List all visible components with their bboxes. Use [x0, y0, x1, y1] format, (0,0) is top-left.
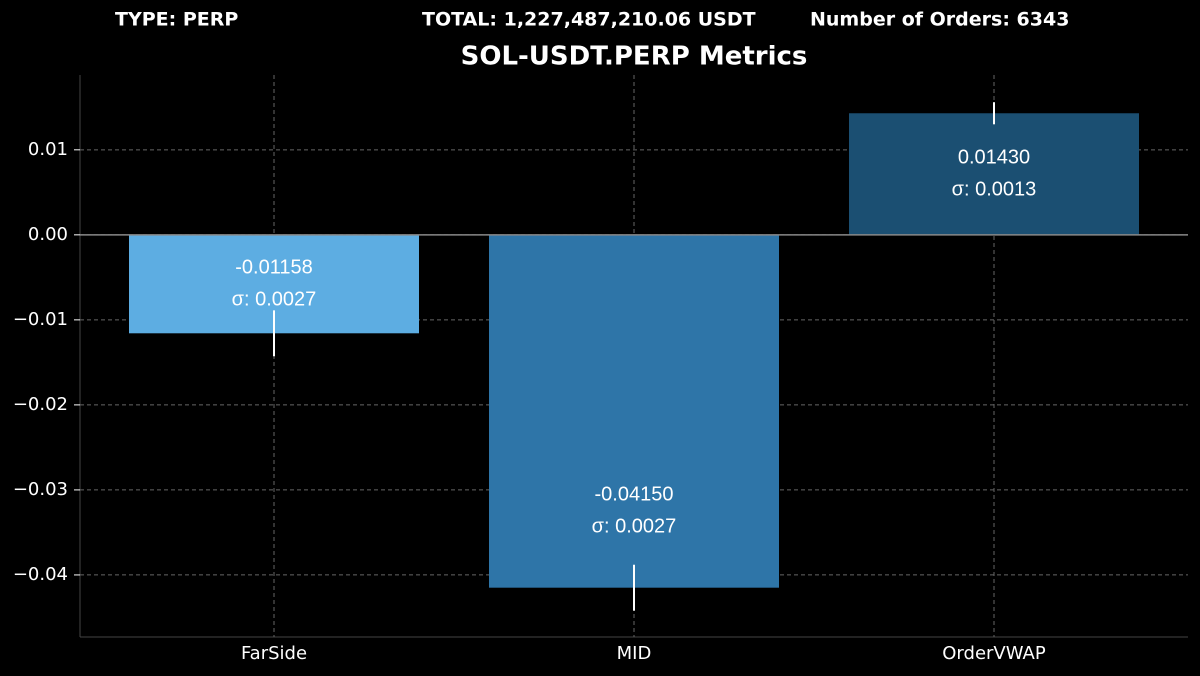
bar — [849, 113, 1139, 235]
y-tick-label: −0.02 — [13, 394, 68, 415]
y-tick-label: −0.03 — [13, 479, 68, 500]
header-total: TOTAL: 1,227,487,210.06 USDT — [422, 9, 756, 31]
header-type: TYPE: PERP — [115, 9, 238, 31]
value-label: -0.01158 — [235, 256, 312, 278]
error-label: σ: 0.0027 — [232, 288, 317, 310]
value-label: 0.01430 — [958, 146, 1030, 168]
x-tick-label: FarSide — [241, 643, 307, 664]
x-tick-label: OrderVWAP — [942, 643, 1046, 664]
x-tick-label: MID — [617, 643, 652, 664]
y-tick-label: −0.01 — [13, 309, 68, 330]
y-tick-label: 0.00 — [28, 224, 68, 245]
y-tick-label: 0.01 — [28, 139, 68, 160]
chart-title: SOL-USDT.PERP Metrics — [461, 42, 808, 72]
value-label: -0.04150 — [595, 484, 674, 506]
error-label: σ: 0.0027 — [592, 516, 677, 538]
bar — [489, 234, 779, 588]
y-tick-label: −0.04 — [13, 564, 68, 585]
error-label: σ: 0.0013 — [952, 178, 1037, 200]
header-orders: Number of Orders: 6343 — [810, 9, 1069, 31]
